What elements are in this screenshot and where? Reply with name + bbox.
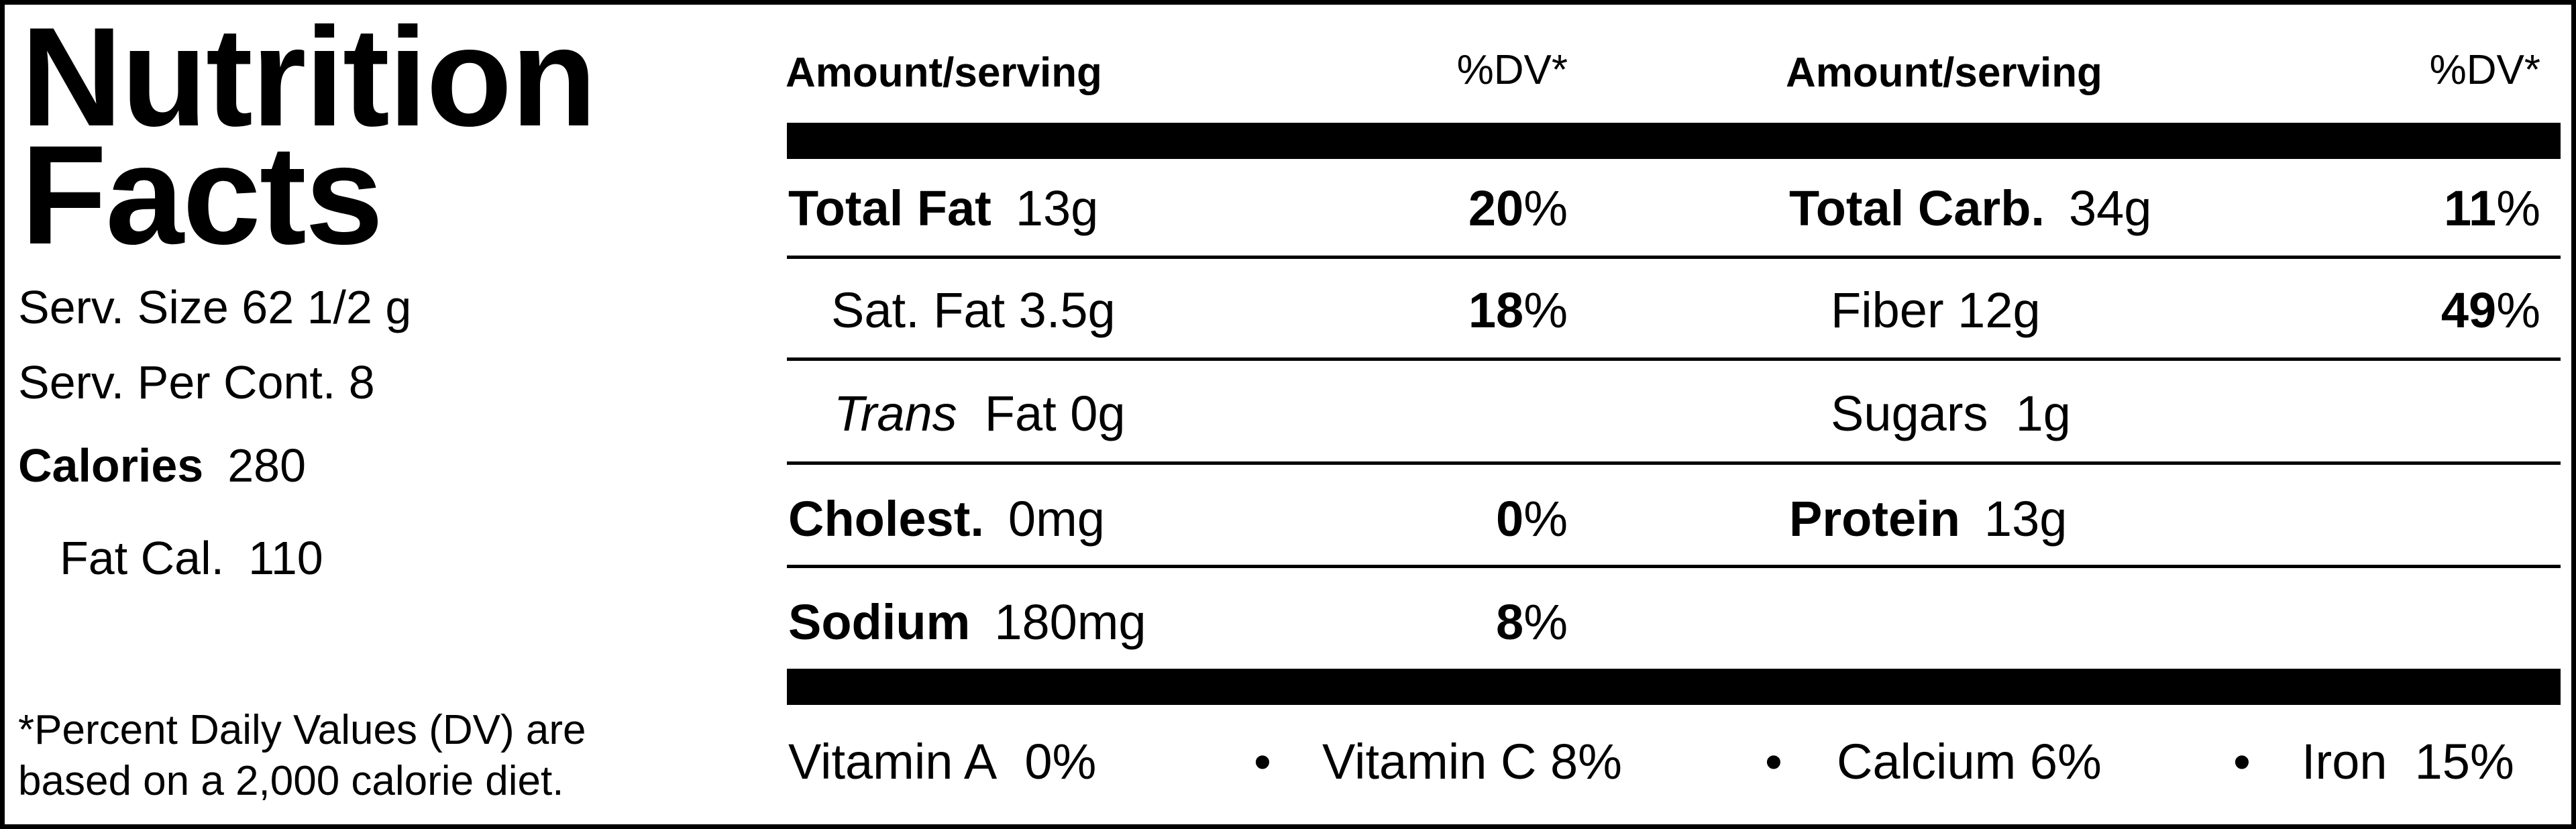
amount-header: Amount/serving	[786, 50, 1102, 96]
nutrient: Cholest. 0mg	[788, 488, 1105, 550]
unit: %	[1578, 734, 1622, 789]
dv-value: 0	[1496, 491, 1524, 547]
name: Iron	[2302, 734, 2387, 789]
dv-value: 8	[1496, 594, 1524, 650]
name: Calcium	[1837, 734, 2017, 789]
nutrient: Sat. Fat 3.5g	[831, 280, 1116, 341]
value: 8	[348, 356, 375, 408]
dv: 18%	[1299, 280, 1568, 341]
amount: 13g	[1015, 180, 1099, 236]
separator: •	[1254, 734, 1271, 789]
dv-value: 18	[1468, 282, 1524, 338]
amount: 34g	[2068, 180, 2152, 236]
label: Sugars	[1831, 386, 1988, 441]
amount: 0mg	[1008, 491, 1105, 547]
label: Cholest.	[788, 491, 984, 547]
value: 8	[1550, 734, 1578, 789]
nutrient: Trans Fat 0g	[834, 383, 1126, 445]
calories: Calories 280	[18, 435, 306, 496]
dv-unit: %	[2496, 282, 2540, 338]
label: Sodium	[788, 594, 971, 650]
nutrient: Sodium 180mg	[788, 592, 1146, 653]
unit: %	[2469, 734, 2514, 789]
label-italic: Trans	[834, 386, 957, 441]
dv-value: 49	[2440, 282, 2497, 338]
label: Protein	[1789, 491, 1960, 547]
dv-unit: %	[1523, 180, 1568, 236]
vitamin: Vitamin C 8%	[1322, 731, 1622, 793]
value: 280	[227, 439, 307, 492]
vitamin: Vitamin A 0%	[788, 731, 1096, 793]
label: Sat. Fat	[831, 282, 1006, 338]
value: 6	[2029, 734, 2057, 789]
amount: 13g	[1984, 491, 2068, 547]
label: Fat	[984, 386, 1057, 441]
title: Facts	[21, 116, 384, 274]
nutrient: Total Carb. 34g	[1789, 178, 2151, 239]
fat-calories: Fat Cal. 110	[60, 528, 323, 588]
dv-unit: %	[1523, 282, 1568, 338]
amount: 0g	[1070, 386, 1126, 441]
dv-value: 11	[2443, 180, 2497, 236]
serving-size: Serv. Size 62 1/2 g	[18, 277, 411, 337]
unit: %	[1052, 734, 1097, 789]
servings-per-container: Serv. Per Cont. 8	[18, 352, 375, 412]
dv: 49%	[2272, 280, 2540, 341]
amount: 3.5g	[1018, 282, 1116, 338]
separator: •	[2233, 734, 2251, 789]
value: 110	[248, 532, 323, 584]
dv: 11%	[2272, 178, 2540, 239]
amount: 1g	[2015, 386, 2071, 441]
value: 15	[2414, 734, 2470, 789]
nutrient: Protein 13g	[1789, 488, 2067, 550]
name: Vitamin A	[788, 734, 998, 789]
unit: %	[2057, 734, 2102, 789]
dv: 8%	[1299, 592, 1568, 653]
rule	[787, 461, 2561, 465]
rule	[787, 357, 2561, 361]
value: 62 1/2 g	[241, 281, 412, 333]
name: Vitamin C	[1322, 734, 1537, 789]
footnote: based on a 2,000 calorie diet.	[18, 758, 564, 804]
label: Total Carb.	[1789, 180, 2045, 236]
nutrient: Fiber 12g	[1831, 280, 2041, 341]
nutrient: Sugars 1g	[1831, 383, 2071, 445]
value: 0	[1024, 734, 1053, 789]
label: Serv. Size	[18, 281, 229, 333]
amount-header: Amount/serving	[1786, 50, 2102, 96]
rule	[787, 565, 2561, 568]
label: Fat Cal.	[60, 532, 225, 584]
label: Fiber	[1831, 282, 1944, 338]
nutrient: Total Fat 13g	[788, 178, 1098, 239]
title: Nutrition	[21, 0, 597, 156]
label: Calories	[18, 439, 204, 492]
rule	[787, 256, 2561, 259]
dv: 0%	[1299, 488, 1568, 550]
vitamin: Calcium 6%	[1837, 731, 2102, 793]
label: Total Fat	[788, 180, 991, 236]
separator: •	[1765, 734, 1782, 789]
thick-rule	[787, 123, 2561, 159]
thick-rule	[787, 669, 2561, 705]
vitamin: Iron 15%	[2302, 731, 2514, 793]
dv-unit: %	[1523, 491, 1568, 547]
dv: 20%	[1299, 178, 1568, 239]
dv-header: %DV*	[1456, 47, 1568, 93]
amount: 180mg	[994, 594, 1146, 650]
dv-value: 20	[1468, 180, 1524, 236]
label: Serv. Per Cont.	[18, 356, 336, 408]
dv-unit: %	[2496, 180, 2540, 236]
amount: 12g	[1957, 282, 2041, 338]
dv-unit: %	[1523, 594, 1568, 650]
dv-header: %DV*	[2429, 47, 2540, 93]
footnote: *Percent Daily Values (DV) are	[18, 707, 586, 753]
